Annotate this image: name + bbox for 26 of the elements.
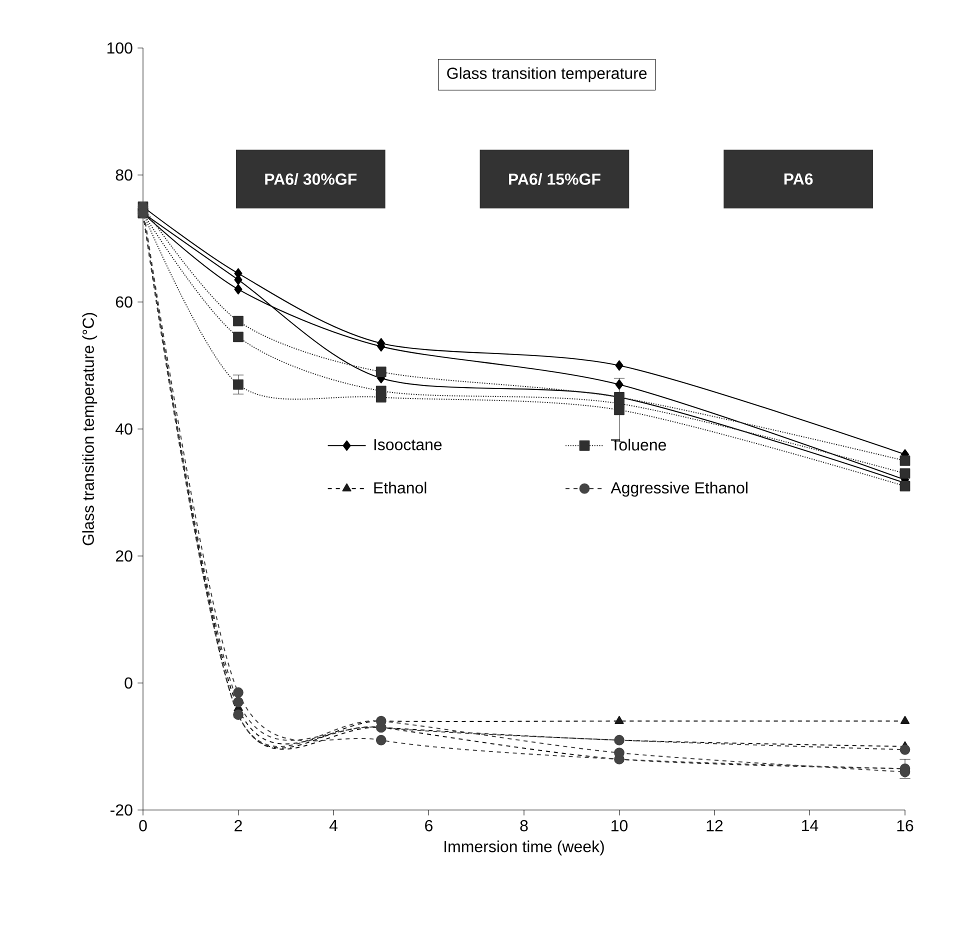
legend-label: Ethanol: [374, 482, 426, 494]
x-tick-label: 12: [706, 820, 723, 832]
y-tick-label: -20: [110, 804, 132, 816]
x-tick-label: 10: [612, 820, 628, 832]
y-axis-title: Glass transition temperature (°C): [82, 313, 98, 546]
legend-label: Isooctane: [374, 439, 442, 450]
legend-label: Toluene: [611, 438, 666, 451]
x-tick-label: 14: [802, 820, 818, 832]
y-tick-label: 0: [124, 677, 132, 689]
y-tick-label: 80: [116, 169, 132, 181]
y-tick-label: 20: [116, 550, 132, 562]
x-tick-label: 6: [425, 820, 432, 832]
y-tick-label: 60: [116, 296, 132, 308]
x-tick-label: 16: [897, 820, 914, 832]
legend-label: Aggressive Ethanol: [610, 482, 748, 497]
annotation: PA6: [784, 173, 813, 185]
y-tick-label: 40: [116, 423, 132, 435]
x-tick-label: 4: [329, 820, 338, 832]
annotation: PA6/ 30%GF: [265, 173, 357, 185]
y-tick-label: 100: [107, 42, 132, 54]
text: Glass transition temperature: [447, 67, 647, 82]
x-axis-title: Immersion time (week): [444, 840, 604, 856]
x-tick-label: 8: [520, 820, 528, 832]
x-tick-label: 0: [139, 820, 147, 832]
x-tick-label: 2: [234, 820, 242, 832]
annotation: PA6/ 15%GF: [509, 173, 600, 185]
